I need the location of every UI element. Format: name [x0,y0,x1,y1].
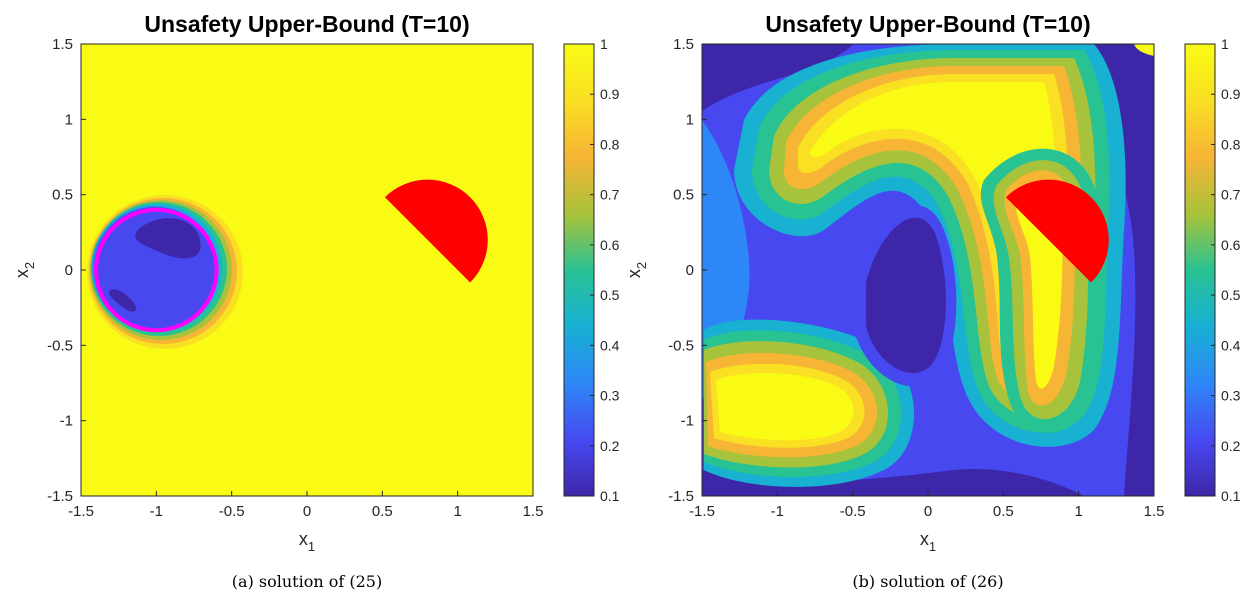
y-tick-label: 1 [65,111,73,128]
y-tick-label: -1.5 [668,488,694,505]
x-tick-label: 0 [924,503,932,520]
contour-dark-right [1094,44,1154,496]
y-axis-label: x2 [624,262,649,278]
y-tick-label: 1.5 [52,36,73,53]
contour-level-0.2-lower [109,289,137,312]
contour-corner-1.0 [1134,44,1154,56]
colorbar-tick-label: 0.4 [600,337,620,353]
x-tick-label: -0.5 [219,503,245,520]
plot-marks [1005,179,1109,283]
colorbar-tick-label: 0.2 [1221,438,1241,454]
y-tick-label: -1.5 [47,488,73,505]
figure-panel-a: Unsafety Upper-Bound (T=10) -1.5 -1- [0,0,620,605]
x-tick-label: -1 [150,503,163,520]
x-axis-label: x1 [920,529,936,554]
figure-caption: (a) solution of (25) [231,572,383,591]
x-tick-label: 1 [1074,503,1082,520]
x-tick-label: 1.5 [523,503,544,520]
colorbar-tick-label: 0.1 [600,488,620,504]
colorbar-tick-label: 0.4 [1221,337,1241,353]
y-tick-label: 0 [686,262,694,279]
y-tick-label: -1 [60,413,73,430]
y-tick-label: 0.5 [52,187,73,204]
y-tick-label: 0 [65,262,73,279]
x-tick-label: -1.5 [68,503,94,520]
colorbar-tick-label: 0.9 [600,86,620,102]
plot-marks [94,179,488,333]
chart-title: Unsafety Upper-Bound (T=10) [144,11,469,37]
y-tick-label: -0.5 [668,337,694,354]
y-axis-label: x2 [12,262,37,278]
colorbar-tick-label: 0.7 [1221,187,1241,203]
x-tick-label: 0.5 [372,503,393,520]
y-tick-label: -0.5 [47,337,73,354]
colorbar-tick-label: 0.6 [1221,237,1241,253]
contour-dark-topleft [702,44,854,112]
contour-chart-a: Unsafety Upper-Bound (T=10) -1.5 -1- [12,11,620,554]
contour-level-0.2-upper [135,218,201,259]
y-tick-label: 1 [686,111,694,128]
axes: -1.5 -1 -0.5 0 0.5 1 1.5 -1.5 -1 -0.5 0 0.5 1 1.5 [668,36,1164,520]
colorbar-tick-label: 0.8 [600,136,620,152]
contour-band-1.0 [810,82,1056,374]
colorbar-tick-label: 0.1 [1221,488,1241,504]
colorbar-tick-label: 0.8 [1221,136,1241,152]
y-tick-label: -1 [681,413,694,430]
colorbar-tick-label: 0.3 [600,388,620,404]
contour-bottom-1.0 [716,373,854,441]
x-tick-label: 1.5 [1144,503,1165,520]
axes: -1.5 -1 -0.5 0 0.5 1 1.5 -1.5 -1 -0.5 0 0.5 1 1.5 [47,36,543,520]
figure-caption: (b) solution of (26) [852,572,1004,591]
colorbar-tick-label: 0.5 [600,287,620,303]
unsafe-set-halfdisk [384,179,488,283]
colorbar-tick-label: 0.2 [600,438,620,454]
contour-chart-b: Unsafety Upper-Bound (T=10) [624,11,1241,554]
y-tick-label: 0.5 [673,187,694,204]
contour-fill-area [81,44,533,496]
colorbar [563,43,595,497]
contour-center-0.2 [866,217,946,374]
colorbar-tick-label: 1 [1221,36,1229,52]
colorbar-tick-label: 1 [600,36,608,52]
initial-set-circle [94,207,219,333]
x-tick-label: 0 [303,503,311,520]
contour-fill-area [702,44,1154,496]
x-tick-label: 1 [453,503,461,520]
contour-dark-bottom [702,469,1084,496]
colorbar [1184,43,1216,497]
colorbar-tick-label: 0.7 [600,187,620,203]
colorbar-ticks: 0.1 0.2 0.3 0.4 0.5 0.6 0.7 0.8 0.9 1 [590,36,620,504]
figure-panel-b: Unsafety Upper-Bound (T=10) [624,0,1244,605]
colorbar-tick-label: 0.5 [1221,287,1241,303]
colorbar-tick-label: 0.3 [1221,388,1241,404]
colorbar-tick-label: 0.6 [600,237,620,253]
unsafe-set-halfdisk [1005,179,1109,283]
x-tick-label: -0.5 [840,503,866,520]
x-tick-label: -1 [771,503,784,520]
x-tick-label: 0.5 [993,503,1014,520]
colorbar-ticks: 0.1 0.2 0.3 0.4 0.5 0.6 0.7 0.8 0.9 1 [1211,36,1241,504]
y-tick-label: 1.5 [673,36,694,53]
x-tick-label: -1.5 [689,503,715,520]
colorbar-tick-label: 0.9 [1221,86,1241,102]
x-axis-label: x1 [299,529,315,554]
chart-title: Unsafety Upper-Bound (T=10) [765,11,1090,37]
